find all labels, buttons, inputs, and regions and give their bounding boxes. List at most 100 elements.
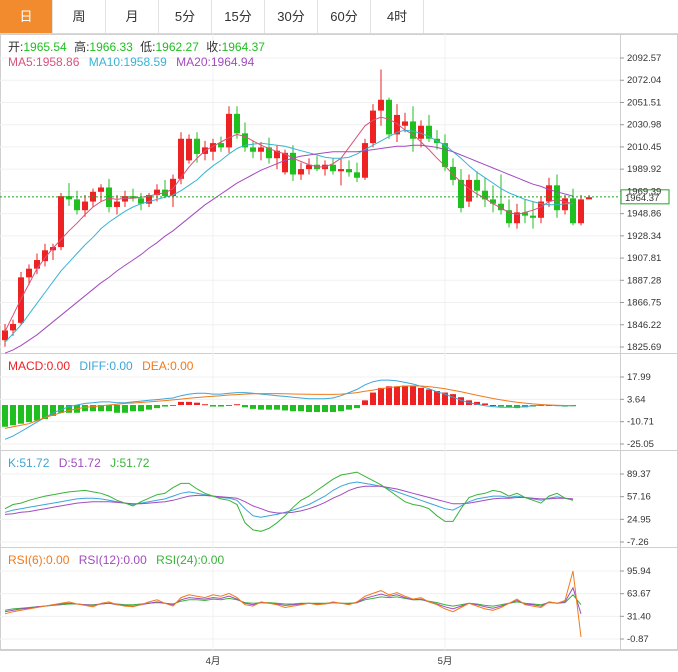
candle-body [370, 110, 376, 144]
candle-body [514, 212, 520, 224]
macd-bar [66, 405, 72, 413]
y-tick-label: 17.99 [627, 372, 651, 383]
last-price-tag [620, 189, 670, 205]
macd-bar [298, 405, 304, 412]
macd-bar [154, 405, 160, 409]
ma5-line [4, 116, 574, 332]
macd-bar [394, 386, 400, 406]
candle-body [306, 164, 312, 170]
macd-bar [250, 405, 256, 409]
chart-marks [0, 69, 670, 638]
candle-body [570, 198, 576, 224]
macd-bar [82, 405, 88, 412]
macd-bar [506, 405, 512, 408]
macd-bar [226, 405, 232, 407]
ma10-line [4, 129, 573, 343]
candle-body [242, 133, 248, 148]
candle-body [522, 212, 528, 216]
axis-labels: 2092.57 2072.04 2051.51 2030.98 2010.45 1989.… [206, 53, 662, 667]
candle-body [394, 114, 400, 135]
candle-body [490, 199, 496, 204]
legend-kdj: K:51.72 D:51.72 J:51.72 [8, 456, 150, 470]
candle-body [82, 201, 88, 211]
macd-bar [178, 401, 184, 406]
macd-bar [450, 394, 456, 406]
candle-body [194, 138, 200, 154]
candle-body [498, 203, 504, 211]
kline-chart[interactable]: 2092.57 2072.04 2051.51 2030.98 2010.45 1989.… [0, 34, 678, 672]
grid-lines [0, 34, 678, 651]
y-tick-label: -10.71 [627, 417, 654, 428]
candle-body [362, 143, 368, 178]
macd-bar [514, 405, 520, 409]
candle-body [250, 147, 256, 152]
macd-bar [26, 405, 32, 423]
y-tick-label: 2051.51 [627, 97, 661, 108]
candle-body [218, 143, 224, 148]
candle-body [554, 185, 560, 211]
macd-bar [34, 405, 40, 421]
y-tick-label: 1846.22 [627, 320, 661, 331]
candle-body [146, 195, 152, 204]
macd-bar [546, 405, 552, 407]
tab-4[interactable]: 15分 [212, 0, 265, 33]
candle-body [410, 121, 416, 139]
macd-bar [290, 405, 296, 412]
candle-body [178, 138, 184, 179]
macd-bar [482, 403, 488, 406]
candle-body [346, 169, 352, 173]
macd-bar [354, 405, 360, 409]
macd-bar [114, 405, 120, 413]
macd-bar [426, 389, 432, 406]
period-tabs: 日周月 5分 15分 30分 60分 4时 [0, 0, 678, 34]
candle-body [474, 179, 480, 191]
macd-bar [162, 405, 168, 407]
tab-7[interactable]: 4时 [371, 0, 424, 33]
macd-bar [370, 392, 376, 406]
diff-line [4, 379, 573, 440]
legend-main: 开:1965.54 高:1966.33 低:1962.27 收:1964.37 [8, 39, 265, 54]
candle-body [66, 196, 72, 200]
candle-body [354, 172, 360, 178]
macd-bar [418, 387, 424, 406]
candle-body [42, 250, 48, 262]
legend-macd: MACD:0.00 DIFF:0.00 DEA:0.00 [8, 359, 194, 373]
tab-3[interactable]: 5分 [159, 0, 212, 33]
macd-bar [474, 401, 480, 406]
macd-bar [346, 405, 352, 410]
tab-2[interactable]: 月 [106, 0, 159, 33]
y-tick-label: 1907.81 [627, 253, 661, 264]
macd-bar [42, 405, 48, 420]
tab-0[interactable]: 日 [0, 0, 53, 33]
y-tick-label: 1866.75 [627, 298, 661, 309]
macd-bar [402, 385, 408, 406]
macd-bar [106, 405, 112, 412]
candle-body [530, 215, 536, 218]
macd-bar [538, 405, 544, 407]
candle-body [258, 147, 264, 152]
macd-bar [274, 405, 280, 410]
candle-body [538, 201, 544, 218]
y-tick-label: 31.40 [627, 611, 651, 622]
candle-body [138, 198, 144, 204]
macd-bar [282, 405, 288, 411]
macd-bar [194, 402, 200, 406]
candle-body [58, 196, 64, 248]
y-tick-label: -7.26 [627, 537, 649, 548]
tab-5[interactable]: 30分 [265, 0, 318, 33]
tab-1[interactable]: 周 [53, 0, 106, 33]
macd-bar [170, 405, 176, 407]
y-tick-label: 95.94 [627, 566, 651, 577]
macd-bar [242, 405, 248, 408]
tab-6[interactable]: 60分 [318, 0, 371, 33]
candle-body [458, 179, 464, 209]
x-tick-label: 5月 [438, 656, 453, 667]
legend-rsi: RSI(6):0.00 RSI(12):0.00 RSI(24):0.00 [8, 553, 224, 567]
y-tick-label: 1825.69 [627, 342, 661, 353]
candle-body [330, 164, 336, 172]
macd-bar [362, 400, 368, 406]
y-tick-label: 63.67 [627, 589, 651, 600]
macd-bar [98, 405, 104, 412]
candle-body [234, 113, 240, 134]
y-tick-label: 2030.98 [627, 120, 661, 131]
